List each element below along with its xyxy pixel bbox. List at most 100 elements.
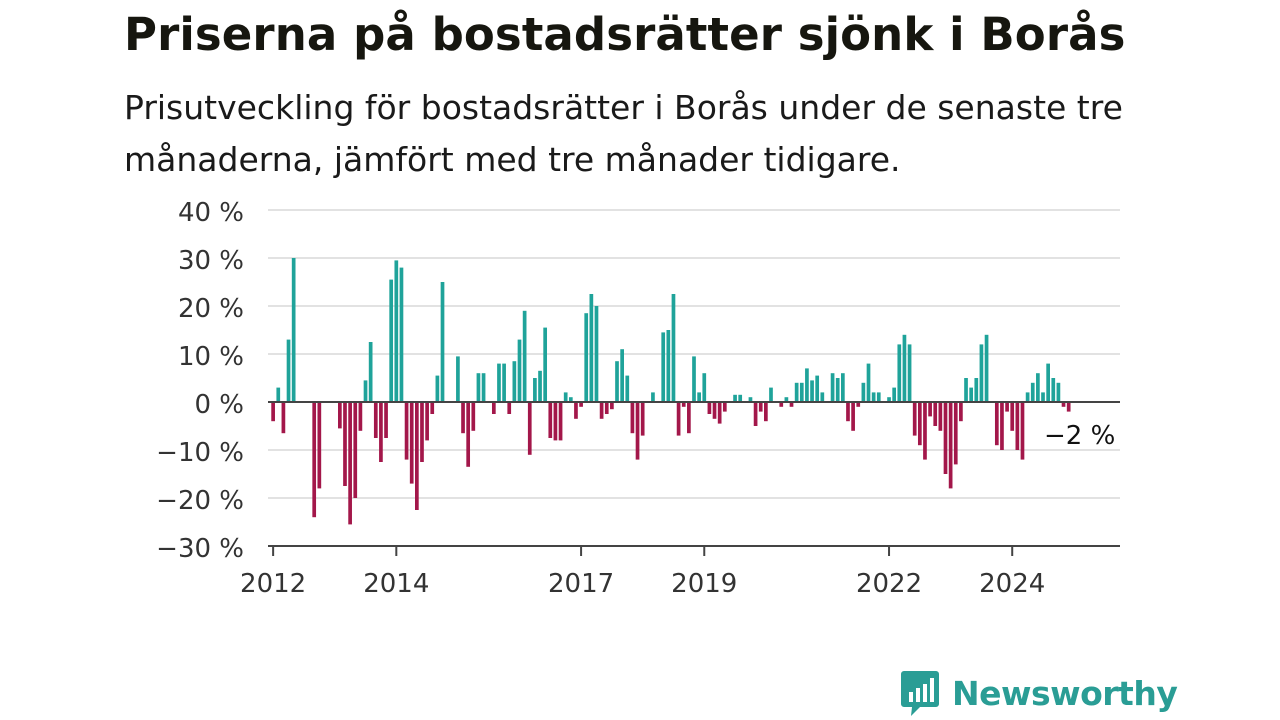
bar [753, 402, 758, 426]
bar [368, 342, 373, 402]
bar [1061, 402, 1066, 407]
bar [722, 402, 727, 412]
bar [733, 394, 737, 402]
x-tick-label: 2017 [548, 569, 614, 599]
bar [373, 402, 378, 438]
bar [856, 402, 861, 407]
bar [876, 392, 881, 402]
bar [1020, 402, 1025, 460]
bar [676, 402, 681, 436]
bars [271, 258, 1071, 525]
x-tick-label: 2014 [363, 569, 429, 599]
bar [420, 402, 424, 462]
bar [948, 402, 953, 489]
bar [497, 363, 501, 402]
bar [640, 402, 645, 436]
bar [476, 373, 481, 402]
bar [912, 402, 917, 436]
bar [979, 344, 984, 402]
bar [964, 378, 968, 402]
bar [1030, 382, 1035, 402]
bar [943, 402, 948, 474]
y-tick-label: −30 % [156, 534, 244, 564]
bar [348, 402, 352, 525]
y-tick-label: 0 % [194, 390, 244, 420]
bar [481, 373, 486, 402]
bar [568, 397, 573, 402]
bar [466, 402, 471, 467]
bar [507, 402, 512, 414]
bar [738, 394, 743, 402]
brand-logo: Newsworthy [900, 668, 1178, 718]
y-tick-label: −20 % [156, 486, 244, 516]
y-tick-label: 40 % [178, 198, 244, 228]
bar [923, 402, 927, 460]
bar [938, 402, 943, 431]
bar [928, 402, 932, 417]
bar [687, 402, 691, 434]
bar [440, 282, 445, 402]
bar [969, 387, 974, 402]
bar [692, 356, 696, 402]
bar [764, 402, 768, 422]
bar [312, 402, 317, 518]
bar [871, 392, 876, 402]
bar [974, 378, 979, 402]
bar [343, 402, 347, 486]
bar [538, 370, 542, 402]
bar [697, 392, 701, 402]
bar [533, 378, 537, 402]
bar [784, 397, 789, 402]
bar [625, 375, 630, 402]
bar [917, 402, 922, 446]
bar [615, 361, 619, 402]
bar [1046, 363, 1050, 402]
bar [384, 402, 388, 438]
bar [456, 356, 460, 402]
bar [338, 402, 342, 429]
bar [594, 306, 599, 402]
bar [604, 402, 609, 414]
bar [815, 375, 820, 402]
brand-name: Newsworthy [952, 673, 1178, 713]
bar [291, 258, 296, 402]
bar [758, 402, 763, 412]
bar [651, 392, 655, 402]
bar [702, 373, 707, 402]
y-tick-label: 10 % [178, 342, 244, 372]
bar [887, 397, 891, 402]
y-tick-label: 30 % [178, 246, 244, 276]
bar [892, 387, 897, 402]
bar [563, 392, 568, 402]
bar [517, 339, 522, 402]
bar [635, 402, 640, 460]
bar [553, 402, 558, 441]
bar [394, 260, 399, 402]
bar [425, 402, 429, 441]
x-tick-label: 2024 [979, 569, 1045, 599]
bar [984, 334, 989, 402]
chart-subtitle: Prisutveckling för bostadsrätter i Borås… [124, 88, 1123, 179]
y-tick-label: −10 % [156, 438, 244, 468]
bar [353, 402, 358, 498]
bar [389, 279, 394, 402]
bar [317, 402, 322, 489]
x-tick-label: 2019 [671, 569, 737, 599]
bar [415, 402, 419, 510]
bar [543, 327, 548, 402]
bar [271, 402, 275, 422]
bar [789, 402, 794, 407]
bar [1010, 402, 1015, 431]
bar [717, 402, 722, 424]
bar [661, 332, 666, 402]
bar [1005, 402, 1009, 412]
bar [1066, 402, 1071, 412]
bar [959, 402, 963, 422]
bar [1036, 373, 1040, 402]
bar [799, 382, 804, 402]
bar [830, 373, 835, 402]
bar [589, 294, 594, 402]
bar [846, 402, 850, 422]
bar [471, 402, 476, 431]
